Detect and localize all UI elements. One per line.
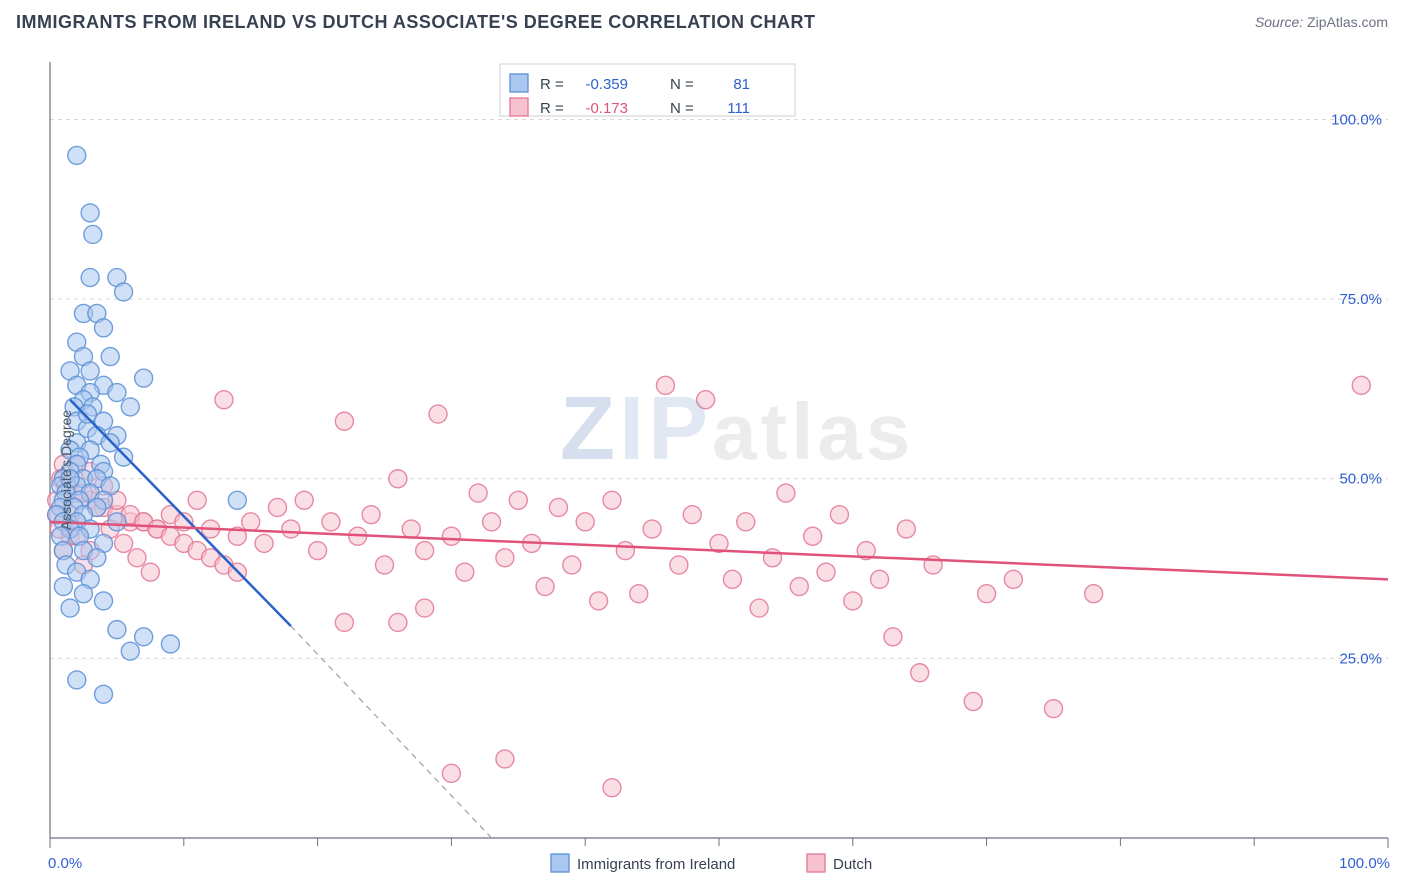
y-axis-label: Associate's Degree — [58, 410, 74, 530]
svg-text:25.0%: 25.0% — [1339, 650, 1382, 667]
legend-correlation: R = -0.359 N = 81 R = -0.173 N = 111 — [500, 64, 795, 117]
svg-text:N =: N = — [670, 100, 694, 117]
svg-text:0.0%: 0.0% — [48, 855, 82, 872]
source-attribution: Source: ZipAtlas.com — [1255, 14, 1388, 30]
source-link[interactable]: ZipAtlas.com — [1307, 14, 1388, 30]
svg-text:R =: R = — [540, 76, 564, 93]
svg-text:100.0%: 100.0% — [1339, 855, 1390, 872]
scatter-chart: 0.0% 100.0% 25.0% 50.0% 75.0% 100.0% R = -0.359… — [0, 48, 1406, 892]
svg-text:75.0%: 75.0% — [1339, 291, 1382, 308]
svg-text:-0.359: -0.359 — [585, 76, 628, 93]
svg-text:50.0%: 50.0% — [1339, 471, 1382, 488]
svg-text:Immigrants from Ireland: Immigrants from Ireland — [577, 856, 735, 873]
svg-text:Dutch: Dutch — [833, 856, 872, 873]
svg-text:81: 81 — [733, 76, 750, 93]
svg-text:R =: R = — [540, 100, 564, 117]
svg-text:111: 111 — [727, 100, 750, 117]
svg-text:-0.173: -0.173 — [585, 100, 628, 117]
svg-text:100.0%: 100.0% — [1331, 111, 1382, 128]
source-label: Source: — [1255, 14, 1303, 30]
chart-title: IMMIGRANTS FROM IRELAND VS DUTCH ASSOCIA… — [16, 12, 815, 33]
legend-series: Immigrants from Ireland Dutch — [551, 854, 872, 873]
svg-text:N =: N = — [670, 76, 694, 93]
